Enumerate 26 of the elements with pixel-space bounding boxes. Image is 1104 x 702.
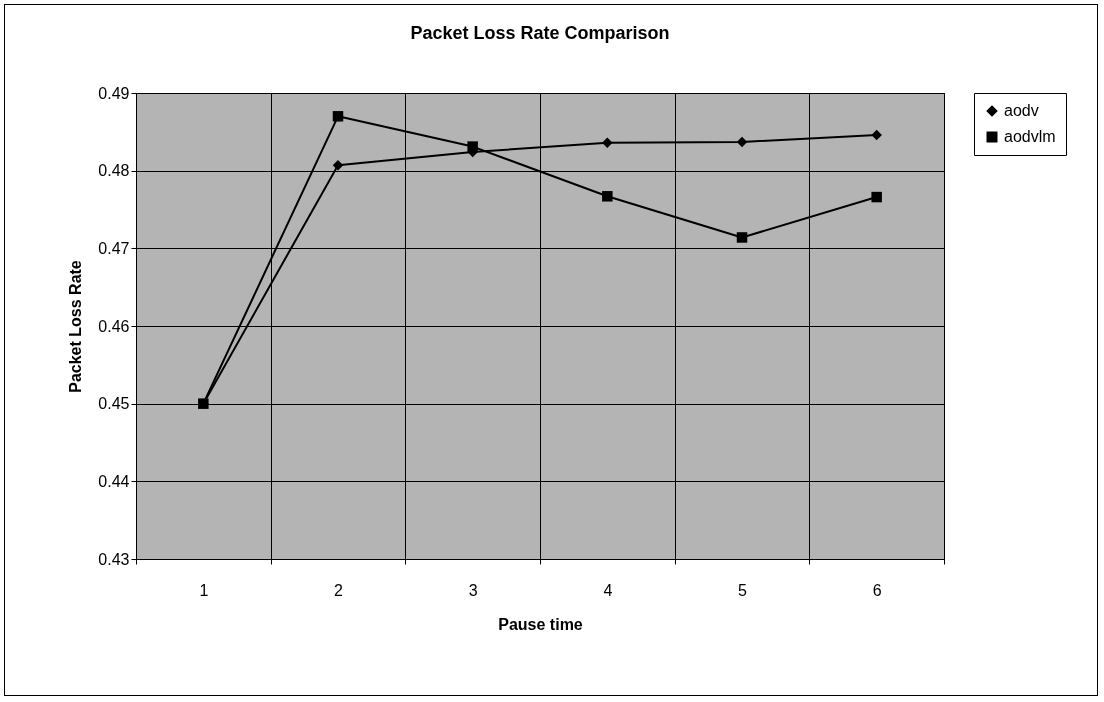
y-tick-label: 0.47 — [98, 239, 130, 257]
y-tick-label: 0.46 — [98, 317, 130, 335]
legend-label: aodv — [1004, 102, 1039, 119]
point — [332, 111, 344, 122]
x-tick-label: 5 — [738, 581, 748, 599]
x-tick-label: 1 — [199, 581, 209, 599]
x-axis-title: Pause time — [498, 615, 583, 633]
y-tick-label: 0.44 — [98, 472, 130, 490]
x-tick-label: 2 — [334, 581, 344, 599]
x-tick-label: 3 — [468, 581, 478, 599]
x-tick-label: 4 — [603, 581, 613, 599]
point — [736, 232, 748, 243]
y-tick-label: 0.48 — [98, 162, 130, 180]
point — [602, 137, 613, 148]
point — [602, 191, 613, 202]
y-tick-label: 0.49 — [98, 84, 130, 102]
legend-label: aodvlm — [1004, 128, 1056, 145]
y-tick-label: 0.45 — [98, 395, 130, 413]
chart-title: Packet Loss Rate Comparison — [410, 23, 670, 43]
y-axis-title: Packet Loss Rate — [67, 260, 85, 393]
point — [332, 159, 344, 171]
point — [871, 191, 882, 203]
point — [871, 129, 882, 141]
point — [736, 136, 748, 148]
y-tick-label: 0.43 — [98, 550, 130, 568]
x-tick-label: 6 — [872, 581, 882, 599]
